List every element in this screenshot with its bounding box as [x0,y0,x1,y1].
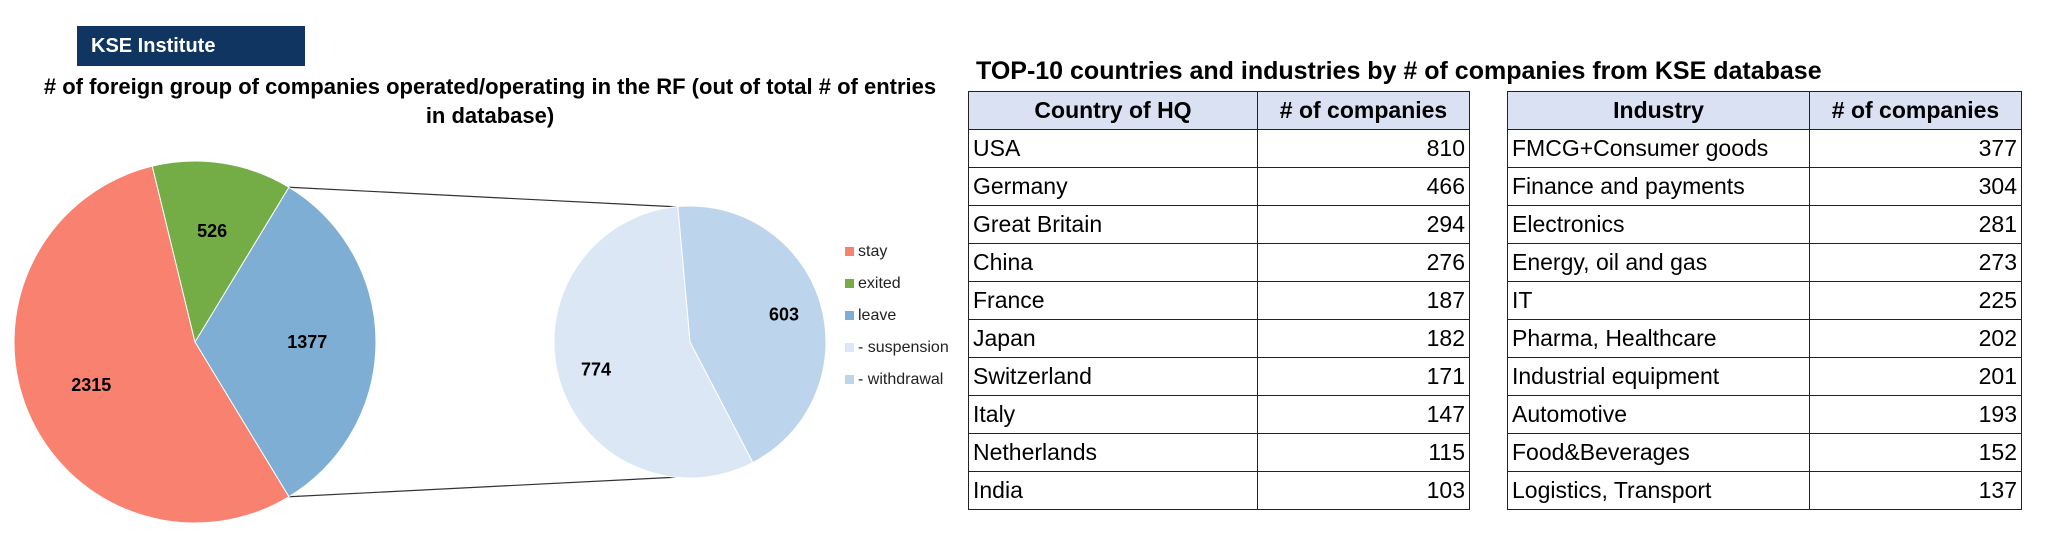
table-row: Japan 182 [968,319,1470,358]
industry-count-cell: 225 [1809,281,2022,320]
table-row: IT 225 [1507,281,2022,320]
table-row: Finance and payments 304 [1507,167,2022,206]
industry-name-cell: Energy, oil and gas [1507,243,1810,282]
pie-chart-title: # of foreign group of companies operated… [43,74,937,128]
pie-data-label-exited: 526 [197,221,227,241]
industry-count-cell: 377 [1809,129,2022,168]
legend-label-stay: stay [858,243,887,260]
pie-slice-leave [194,186,377,498]
country-header-name: Country of HQ [968,91,1258,130]
industry-name-cell: Automotive [1507,395,1810,434]
country-name-cell: Italy [968,395,1258,434]
legend-label-leave: leave [858,307,896,324]
country-count-cell: 147 [1257,395,1470,434]
country-count-cell: 810 [1257,129,1470,168]
industry-name-cell: Electronics [1507,205,1810,244]
sub-pie-slice-suspension [553,206,754,479]
country-count-cell: 276 [1257,243,1470,282]
industry-name-cell: IT [1507,281,1810,320]
industry-name-cell: Logistics, Transport [1507,471,1810,510]
country-name-cell: Japan [968,319,1258,358]
industry-count-cell: 152 [1809,433,2022,472]
industry-name-cell: Industrial equipment [1507,357,1810,396]
industry-count-cell: 281 [1809,205,2022,244]
table-row: Netherlands 115 [968,433,1470,472]
country-name-cell: China [968,243,1258,282]
table-row: Electronics 281 [1507,205,2022,244]
pie-slice-exited [151,160,290,344]
table-row: Switzerland 171 [968,357,1470,396]
countries-table: Country of HQ # of companies USA 810 German… [968,91,1470,510]
kse-institute-badge: KSE Institute [77,26,305,66]
country-count-cell: 103 [1257,471,1470,510]
country-count-cell: 294 [1257,205,1470,244]
table-row: France 187 [968,281,1470,320]
country-name-cell: Germany [968,167,1258,206]
table-row: Food&Beverages 152 [1507,433,2022,472]
legend-label-withdrawal: - withdrawal [858,371,943,388]
country-name-cell: Switzerland [968,357,1258,396]
industries-table: Industry # of companies FMCG+Consumer goo… [1507,91,2022,510]
legend-swatch-exited [845,279,854,288]
country-count-cell: 115 [1257,433,1470,472]
country-count-cell: 171 [1257,357,1470,396]
sub-pie-data-label-suspension: 774 [581,360,611,380]
table-row: Great Britain 294 [968,205,1470,244]
industry-name-cell: Finance and payments [1507,167,1810,206]
country-header-count: # of companies [1257,91,1470,130]
legend-label-exited: exited [858,275,901,292]
tables-title: TOP-10 countries and industries by # of … [976,57,1822,85]
table-row: USA 810 [968,129,1470,168]
legend-label-suspension: - suspension [858,339,949,356]
industry-name-cell: Food&Beverages [1507,433,1810,472]
legend-swatch-withdrawal [845,375,854,384]
table-row: Automotive 193 [1507,395,2022,434]
table-row: Logistics, Transport 137 [1507,471,2022,510]
table-row: Industrial equipment 201 [1507,357,2022,396]
country-count-cell: 466 [1257,167,1470,206]
table-row: Pharma, Healthcare 202 [1507,319,2022,358]
connector-line [288,186,681,208]
country-name-cell: France [968,281,1258,320]
table-row: Energy, oil and gas 273 [1507,243,2022,282]
industry-count-cell: 201 [1809,357,2022,396]
country-count-cell: 187 [1257,281,1470,320]
country-name-cell: USA [968,129,1258,168]
table-row: Germany 466 [968,167,1470,206]
industry-header-name: Industry [1507,91,1810,130]
country-name-cell: Netherlands [968,433,1258,472]
industry-count-cell: 202 [1809,319,2022,358]
table-row: India 103 [968,471,1470,510]
pie-slice-stay [13,165,290,524]
table-row: FMCG+Consumer goods 377 [1507,129,2022,168]
industry-count-cell: 304 [1809,167,2022,206]
country-count-cell: 182 [1257,319,1470,358]
country-name-cell: Great Britain [968,205,1258,244]
legend-swatch-stay [845,247,854,256]
sub-pie-data-label-withdrawal: 603 [769,304,799,324]
industry-count-cell: 137 [1809,471,2022,510]
legend-swatch-leave [845,311,854,320]
industry-count-cell: 193 [1809,395,2022,434]
industry-header-count: # of companies [1809,91,2022,130]
legend-swatch-suspension [845,343,854,352]
pie-data-label-leave: 1377 [287,332,327,352]
industry-count-cell: 273 [1809,243,2022,282]
industry-name-cell: FMCG+Consumer goods [1507,129,1810,168]
sub-pie-slice-withdrawal [677,205,827,464]
pie-of-pie-chart: 1377 2315 526 603 774 stay exited leave - susp… [13,160,949,524]
table-row: Italy 147 [968,395,1470,434]
country-name-cell: India [968,471,1258,510]
industry-name-cell: Pharma, Healthcare [1507,319,1810,358]
connector-line [288,476,681,498]
pie-data-label-stay: 2315 [71,375,111,395]
table-row: China 276 [968,243,1470,282]
